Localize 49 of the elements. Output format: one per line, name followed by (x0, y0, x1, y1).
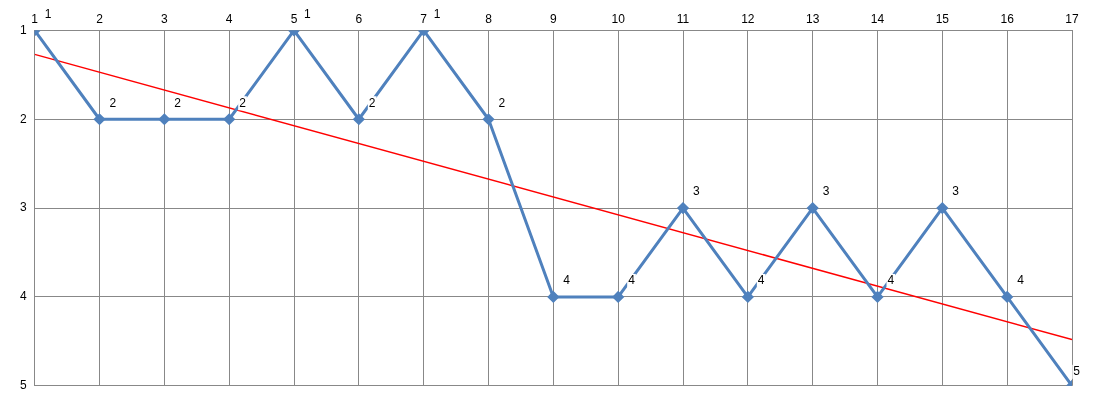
data-label: 4 (563, 273, 571, 288)
x-tick-label: 9 (549, 11, 557, 26)
point (612, 291, 624, 303)
point (677, 202, 689, 214)
x-tick-label: 17 (1065, 11, 1079, 26)
y-tick-label: 1 (19, 22, 27, 37)
data-label: 4 (628, 273, 636, 288)
x-tick-label: 11 (676, 11, 690, 26)
x-tick-label: 4 (225, 11, 233, 26)
point (223, 113, 235, 125)
x-tick-label: 12 (741, 11, 755, 26)
point (483, 113, 494, 125)
x-tick-label: 2 (96, 11, 104, 26)
point (872, 291, 883, 303)
x-tick-label: 15 (935, 11, 950, 26)
x-tick-label: 13 (805, 11, 820, 26)
data-label: 2 (174, 95, 182, 110)
x-tick-label: 5 (290, 11, 298, 26)
data-label: 4 (757, 273, 765, 288)
y-tick-label: 3 (19, 200, 27, 215)
x-tick-label: 8 (485, 11, 493, 26)
x-tick-label: 1 (31, 11, 39, 26)
point (807, 202, 819, 214)
point (547, 291, 559, 303)
point (353, 113, 365, 125)
data-label: 5 (1073, 364, 1081, 379)
point (936, 202, 948, 214)
data-label: 2 (109, 95, 117, 110)
data-label: 2 (498, 95, 506, 110)
x-tick-label: 10 (611, 11, 626, 26)
data-label: 3 (952, 184, 960, 199)
x-tick-label: 6 (355, 11, 363, 26)
y-tick-label: 5 (19, 378, 27, 393)
point (158, 113, 170, 125)
data-label: 4 (1017, 273, 1025, 288)
y-tick-label: 4 (19, 289, 27, 304)
x-tick-label: 3 (161, 11, 168, 26)
point (1001, 291, 1013, 303)
x-tick-label: 14 (870, 11, 885, 26)
x-tick-label: 7 (420, 11, 428, 26)
data-label: 3 (822, 184, 830, 199)
y-tick-label: 2 (19, 111, 27, 126)
data-label: 2 (368, 95, 376, 110)
data-label: 4 (887, 273, 895, 288)
data-label: 3 (693, 184, 700, 199)
data-label: 2 (239, 95, 247, 110)
point (94, 113, 106, 125)
point (742, 291, 754, 303)
x-tick-label: 16 (1000, 11, 1015, 26)
